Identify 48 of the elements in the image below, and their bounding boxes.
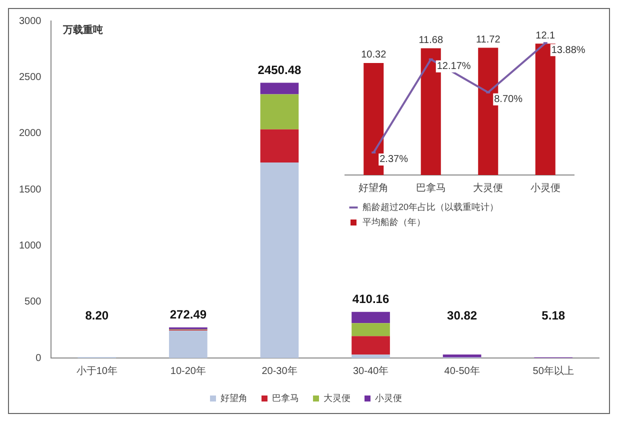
data-label: 11.68 xyxy=(418,34,444,46)
legend-label: 好望角 xyxy=(220,392,248,403)
bar xyxy=(352,323,390,336)
bar xyxy=(260,94,299,130)
y-axis-title: 万载重吨 xyxy=(62,24,104,36)
data-label: 8.70% xyxy=(494,94,523,106)
data-label: 2.37% xyxy=(380,154,408,166)
x-tick-label: 30-40年 xyxy=(352,364,389,377)
legend-label: 平均船龄（年） xyxy=(362,216,426,227)
data-label: 12.17% xyxy=(436,61,471,72)
bar xyxy=(260,82,299,94)
y-tick-label: 2000 xyxy=(18,128,42,140)
x-tick-label: 10-20年 xyxy=(170,364,206,377)
total-label: 2450.48 xyxy=(258,63,302,78)
y-tick-label: 1000 xyxy=(18,240,42,252)
x-tick-label: 大灵便 xyxy=(473,182,504,194)
data-label: 10.32 xyxy=(361,50,387,61)
legend-label: 小灵便 xyxy=(375,392,402,403)
bar xyxy=(260,129,299,163)
total-label: 8.20 xyxy=(85,308,109,322)
x-tick-label: 小灵便 xyxy=(530,182,560,194)
total-label: 272.49 xyxy=(170,308,207,322)
total-label: 30.82 xyxy=(447,308,478,322)
x-tick-label: 巴拿马 xyxy=(416,182,446,194)
x-tick-label: 小于10年 xyxy=(76,364,118,377)
data-label: 12.1 xyxy=(536,30,556,42)
x-tick-label: 50年以上 xyxy=(532,364,574,377)
bar xyxy=(352,354,390,358)
y-tick-label: 0 xyxy=(36,352,42,364)
y-tick-label: 500 xyxy=(24,296,42,308)
x-tick-label: 40-50年 xyxy=(444,364,480,377)
total-label: 410.16 xyxy=(352,292,390,306)
x-tick-label: 好望角 xyxy=(358,182,389,194)
y-tick-label: 2500 xyxy=(18,72,42,83)
bar xyxy=(169,330,208,358)
data-label: 13.88% xyxy=(551,44,586,56)
bar xyxy=(260,162,299,358)
legend-label: 大灵便 xyxy=(324,392,350,403)
legend-label: 船龄超过20年占比（以载重吨计） xyxy=(362,202,499,212)
data-label: 11.72 xyxy=(476,34,501,46)
bar xyxy=(352,336,390,355)
x-tick-label: 20-30年 xyxy=(262,364,298,377)
y-tick-label: 1500 xyxy=(18,184,42,196)
bar xyxy=(442,354,482,358)
legend-label: 巴拿马 xyxy=(272,392,299,403)
y-tick-label: 3000 xyxy=(18,16,42,27)
total-label: 5.18 xyxy=(542,308,566,322)
bar xyxy=(352,312,390,324)
